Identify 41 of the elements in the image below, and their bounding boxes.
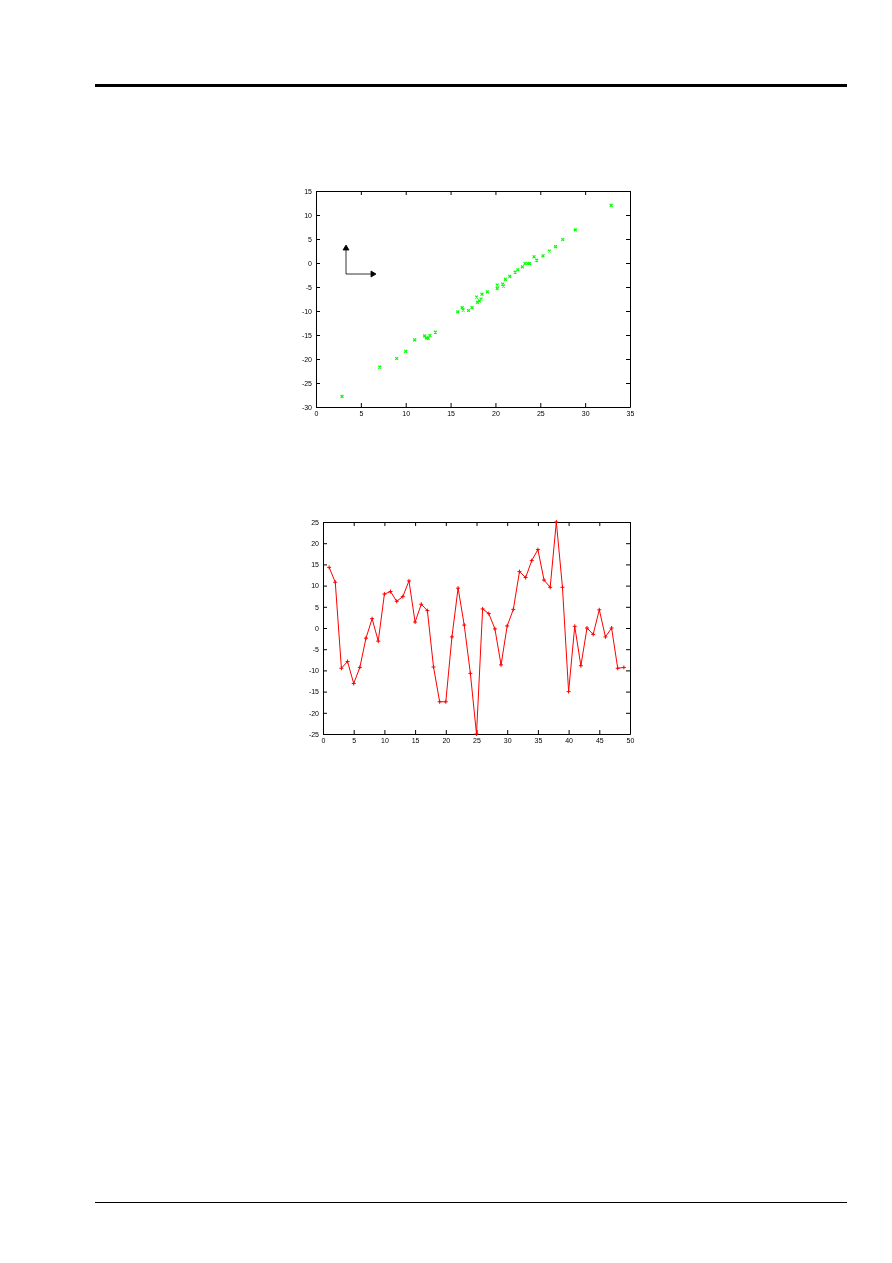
point [480, 606, 486, 612]
point [609, 625, 615, 631]
point [560, 237, 565, 242]
point [541, 577, 547, 583]
point [547, 248, 552, 254]
point [609, 203, 614, 208]
point [340, 394, 345, 399]
point [553, 244, 558, 249]
point [377, 365, 382, 370]
point [498, 662, 504, 668]
point [495, 283, 500, 288]
point [431, 664, 437, 670]
point [531, 254, 537, 259]
point [461, 622, 467, 628]
point [573, 227, 578, 232]
point [470, 305, 475, 310]
point [535, 547, 541, 553]
point [455, 585, 461, 591]
point [381, 591, 387, 597]
point [433, 330, 438, 335]
point [504, 623, 510, 629]
point [492, 626, 498, 632]
point [455, 309, 460, 314]
point [369, 616, 375, 622]
point [578, 663, 584, 669]
point [412, 337, 417, 342]
point [540, 253, 545, 258]
point [412, 619, 418, 625]
point [553, 519, 559, 525]
point [394, 356, 399, 361]
point [507, 274, 512, 279]
point [602, 634, 608, 640]
point [363, 635, 369, 641]
point [495, 286, 500, 291]
point [534, 258, 539, 263]
point [375, 638, 381, 644]
point [449, 634, 455, 640]
point [485, 289, 490, 294]
point [479, 292, 484, 297]
point [406, 578, 412, 584]
point [584, 625, 590, 631]
